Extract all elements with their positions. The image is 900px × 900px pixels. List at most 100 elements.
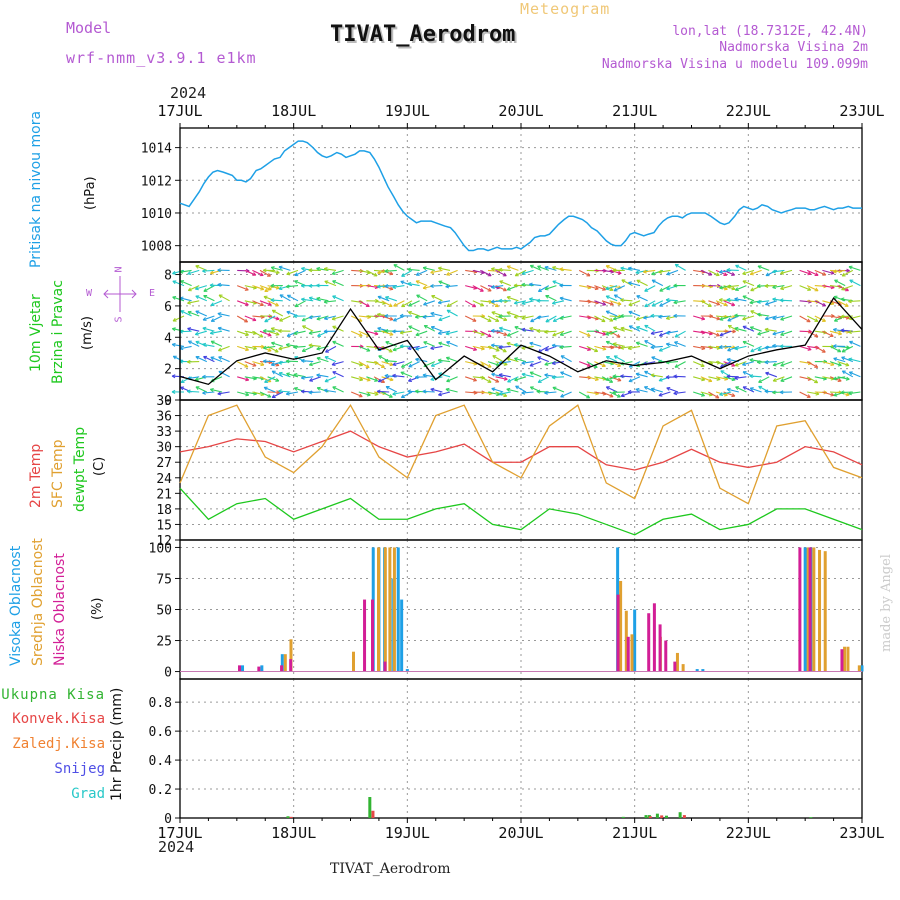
wind-arrow-head (389, 319, 394, 321)
wind-arrow (252, 330, 264, 338)
wind-arrow-head (731, 379, 736, 382)
wind-arrow (629, 361, 641, 368)
wind-arrow-head (446, 378, 450, 382)
wind-arrow (373, 361, 385, 368)
wind-arrow (833, 357, 846, 363)
wind-arrow-head (513, 283, 518, 286)
pressure-line (179, 140, 862, 252)
wind-arrow (628, 267, 641, 271)
wind-arrow (401, 361, 413, 368)
wind-arrow-head (612, 374, 617, 377)
wind-speed-line (179, 296, 863, 386)
wind-arrow-head (407, 267, 412, 270)
wind-arrow (385, 341, 398, 347)
wind-arrow (325, 345, 337, 353)
wind-arrow (849, 279, 861, 287)
wind-arrow-head (552, 318, 556, 322)
wind-arrow-head (275, 334, 280, 336)
wind-arrow-head (389, 364, 394, 367)
wind-arrow (487, 376, 500, 383)
wind-arrow-head (264, 318, 268, 323)
cloud-bar-low_cloud (652, 603, 656, 672)
wind-arrow-head (414, 314, 419, 318)
cloud-bar-mid_cloud (675, 652, 679, 672)
wind-arrow (188, 340, 200, 347)
wind-arrow-head (846, 270, 850, 273)
wind-arrow-head (316, 373, 321, 376)
wind-arrow (628, 345, 641, 350)
wind-arrow (422, 315, 435, 318)
wind-arrow-head (559, 283, 563, 286)
wind-arrow-head (536, 389, 541, 392)
wind-arrow-head (719, 332, 723, 336)
wind-arrow-head (245, 394, 249, 397)
wind-arrow-head (491, 328, 495, 332)
wind-arrow (218, 345, 230, 352)
wind-arrow-head (367, 272, 371, 275)
cloud-bar-high_cloud (695, 669, 699, 672)
wind-arrow-head (808, 301, 812, 304)
wind-arrow (202, 327, 215, 332)
wind-arrow-head (366, 380, 371, 382)
wind-arrow-head (217, 312, 222, 314)
wind-arrow (301, 360, 314, 363)
ytick-label: 1010 (141, 207, 172, 222)
wind-arrow (551, 376, 565, 379)
wind-arrow (734, 314, 747, 317)
wind-arrow (358, 315, 371, 318)
wind-arrow-head (384, 358, 389, 362)
wind-arrow-head (750, 287, 754, 291)
wind-arrow-head (830, 364, 835, 367)
wind-arrow (613, 285, 626, 292)
wind-arrow-head (503, 364, 508, 366)
wind-arrow-head (399, 330, 404, 334)
wind-arrow (487, 300, 499, 308)
precip-bar-conv_precip (371, 810, 375, 818)
wind-arrow-head (253, 378, 257, 381)
wind-arrow-head (473, 288, 477, 290)
wind-arrow (693, 330, 706, 334)
wind-arrow-head (594, 288, 599, 291)
wind-arrow-head (726, 374, 731, 377)
wind-arrow (393, 264, 405, 271)
cloud-bar-low_cloud (616, 594, 620, 672)
wind-arrow-head (757, 299, 761, 303)
wind-arrow (464, 300, 476, 308)
wind-arrow-head (210, 318, 214, 322)
wind-arrow-head (392, 284, 396, 288)
wind-arrow (537, 265, 549, 271)
wind-arrow-head (422, 285, 427, 289)
wind-arrow (848, 315, 861, 320)
wind-arrow (609, 285, 622, 289)
wind-arrow (385, 386, 398, 393)
wind-arrow-head (260, 316, 265, 319)
wind-arrow-head (764, 327, 769, 330)
wind-arrow (210, 300, 223, 306)
wind-arrow-head (415, 272, 419, 276)
wind-arrow-head (716, 318, 721, 321)
wind-arrow-head (772, 285, 776, 288)
wind-arrow-head (772, 390, 776, 393)
wind-arrow (498, 345, 511, 349)
wind-arrow (287, 294, 299, 302)
wind-arrow (324, 280, 337, 287)
wind-arrow (692, 361, 705, 367)
wind-arrow-head (506, 387, 511, 390)
wind-arrow (492, 355, 504, 363)
wind-arrow-head (210, 378, 214, 382)
wind-arrow (202, 269, 215, 272)
wind-arrow-head (845, 378, 850, 381)
wind-arrow (438, 342, 451, 347)
wind-arrow (544, 330, 557, 333)
wind-arrow-head (415, 346, 419, 350)
wind-arrow (536, 315, 549, 319)
wind-arrow (579, 315, 592, 319)
wind-arrow-head (666, 286, 670, 290)
wind-arrow-head (498, 360, 503, 364)
wind-arrow-head (544, 329, 548, 333)
wind-arrow (586, 345, 598, 352)
wind-arrow-head (521, 360, 525, 364)
ytick-label: 1012 (141, 174, 172, 189)
wind-arrow-head (374, 287, 379, 290)
